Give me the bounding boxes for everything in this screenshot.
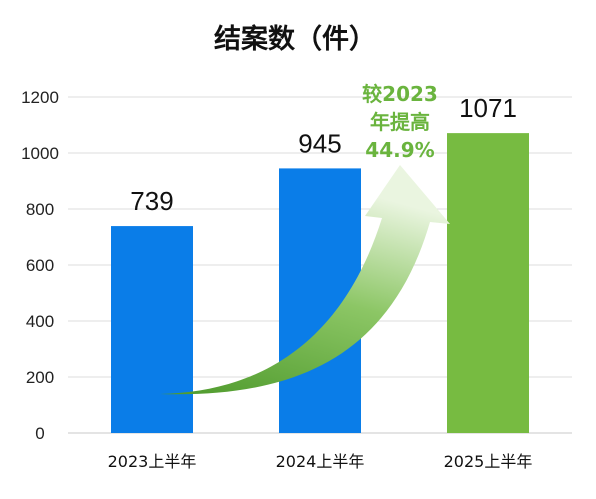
y-tick-label: 800 (26, 200, 54, 219)
x-tick-label: 2024上半年 (276, 452, 365, 471)
bar-value-label: 1071 (459, 93, 517, 123)
y-tick-label: 400 (26, 312, 54, 331)
chart-title: 结案数（件） (214, 23, 376, 55)
growth-arrow-icon (160, 165, 450, 395)
y-tick-label: 1200 (21, 88, 59, 107)
y-tick-label: 600 (26, 256, 54, 275)
annotation-line: 年提高 (370, 110, 430, 134)
y-tick-label: 1000 (21, 144, 59, 163)
bar-2023上半年 (111, 226, 193, 433)
y-axis: 0 200 400 600 800 1000 1200 (21, 88, 59, 443)
bar-value-label: 945 (298, 128, 341, 158)
annotation-line: 44.9% (365, 138, 434, 162)
growth-annotation: 较2023 年提高 44.9% (362, 82, 438, 162)
bar-2025上半年 (447, 133, 529, 433)
annotation-line: 较2023 (362, 82, 438, 106)
x-tick-label: 2025上半年 (444, 452, 533, 471)
bars: 739 945 1071 (111, 93, 529, 433)
y-tick-label: 200 (26, 368, 54, 387)
y-tick-label: 0 (35, 424, 44, 443)
x-axis: 2023上半年 2024上半年 2025上半年 (108, 452, 533, 471)
bar-value-label: 739 (130, 186, 173, 216)
x-tick-label: 2023上半年 (108, 452, 197, 471)
